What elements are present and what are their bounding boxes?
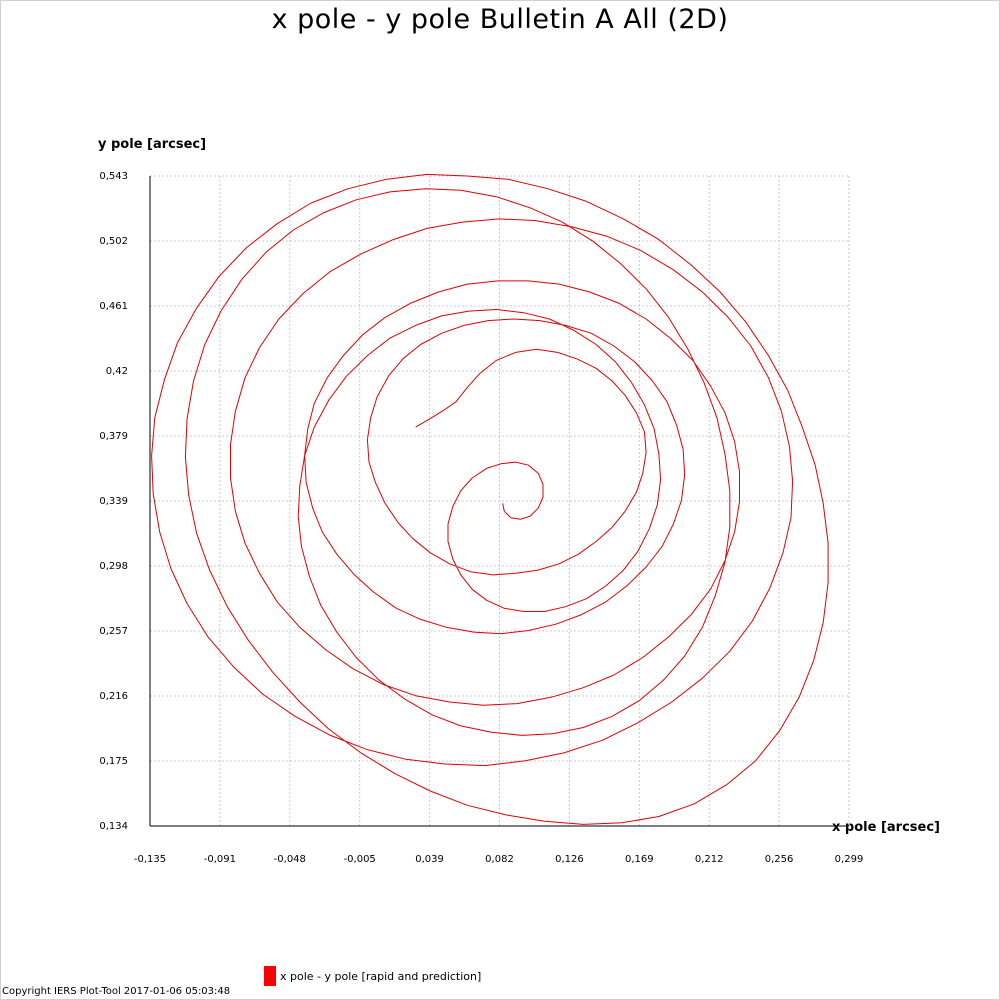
x-tick-label: 0,212 xyxy=(695,854,724,865)
y-tick-label: 0,543 xyxy=(99,171,128,182)
y-tick-label: 0,339 xyxy=(99,496,128,507)
x-tick-label: 0,256 xyxy=(765,854,794,865)
y-tick-label: 0,216 xyxy=(99,691,128,702)
x-axis-label: x pole [arcsec] xyxy=(832,820,940,835)
x-tick-label: -0,091 xyxy=(204,854,236,865)
legend-swatch xyxy=(264,966,276,986)
y-tick-label: 0,298 xyxy=(99,561,128,572)
x-tick-label: 0,169 xyxy=(625,854,654,865)
legend: x pole - y pole [rapid and prediction] xyxy=(264,966,481,986)
y-tick-label: 0,42 xyxy=(106,366,128,377)
x-tick-label: -0,048 xyxy=(274,854,306,865)
y-tick-label: 0,379 xyxy=(99,431,128,442)
y-tick-label: 0,502 xyxy=(99,236,128,247)
x-tick-label: 0,126 xyxy=(555,854,584,865)
y-tick-label: 0,461 xyxy=(99,301,128,312)
y-tick-label: 0,134 xyxy=(99,821,128,832)
x-tick-label: -0,135 xyxy=(134,854,166,865)
series-line-polar-motion xyxy=(151,173,829,825)
x-tick-label: -0,005 xyxy=(344,854,376,865)
copyright-text: Copyright IERS Plot-Tool 2017-01-06 05:0… xyxy=(2,986,231,997)
x-tick-label: 0,299 xyxy=(835,854,864,865)
y-tick-label: 0,175 xyxy=(99,756,128,767)
x-tick-label: 0,039 xyxy=(415,854,444,865)
legend-label: x pole - y pole [rapid and prediction] xyxy=(280,969,482,983)
y-tick-label: 0,257 xyxy=(99,626,128,637)
chart-title: x pole - y pole Bulletin A All (2D) xyxy=(271,4,729,35)
y-axis-label: y pole [arcsec] xyxy=(98,137,207,152)
x-tick-label: 0,082 xyxy=(485,854,514,865)
